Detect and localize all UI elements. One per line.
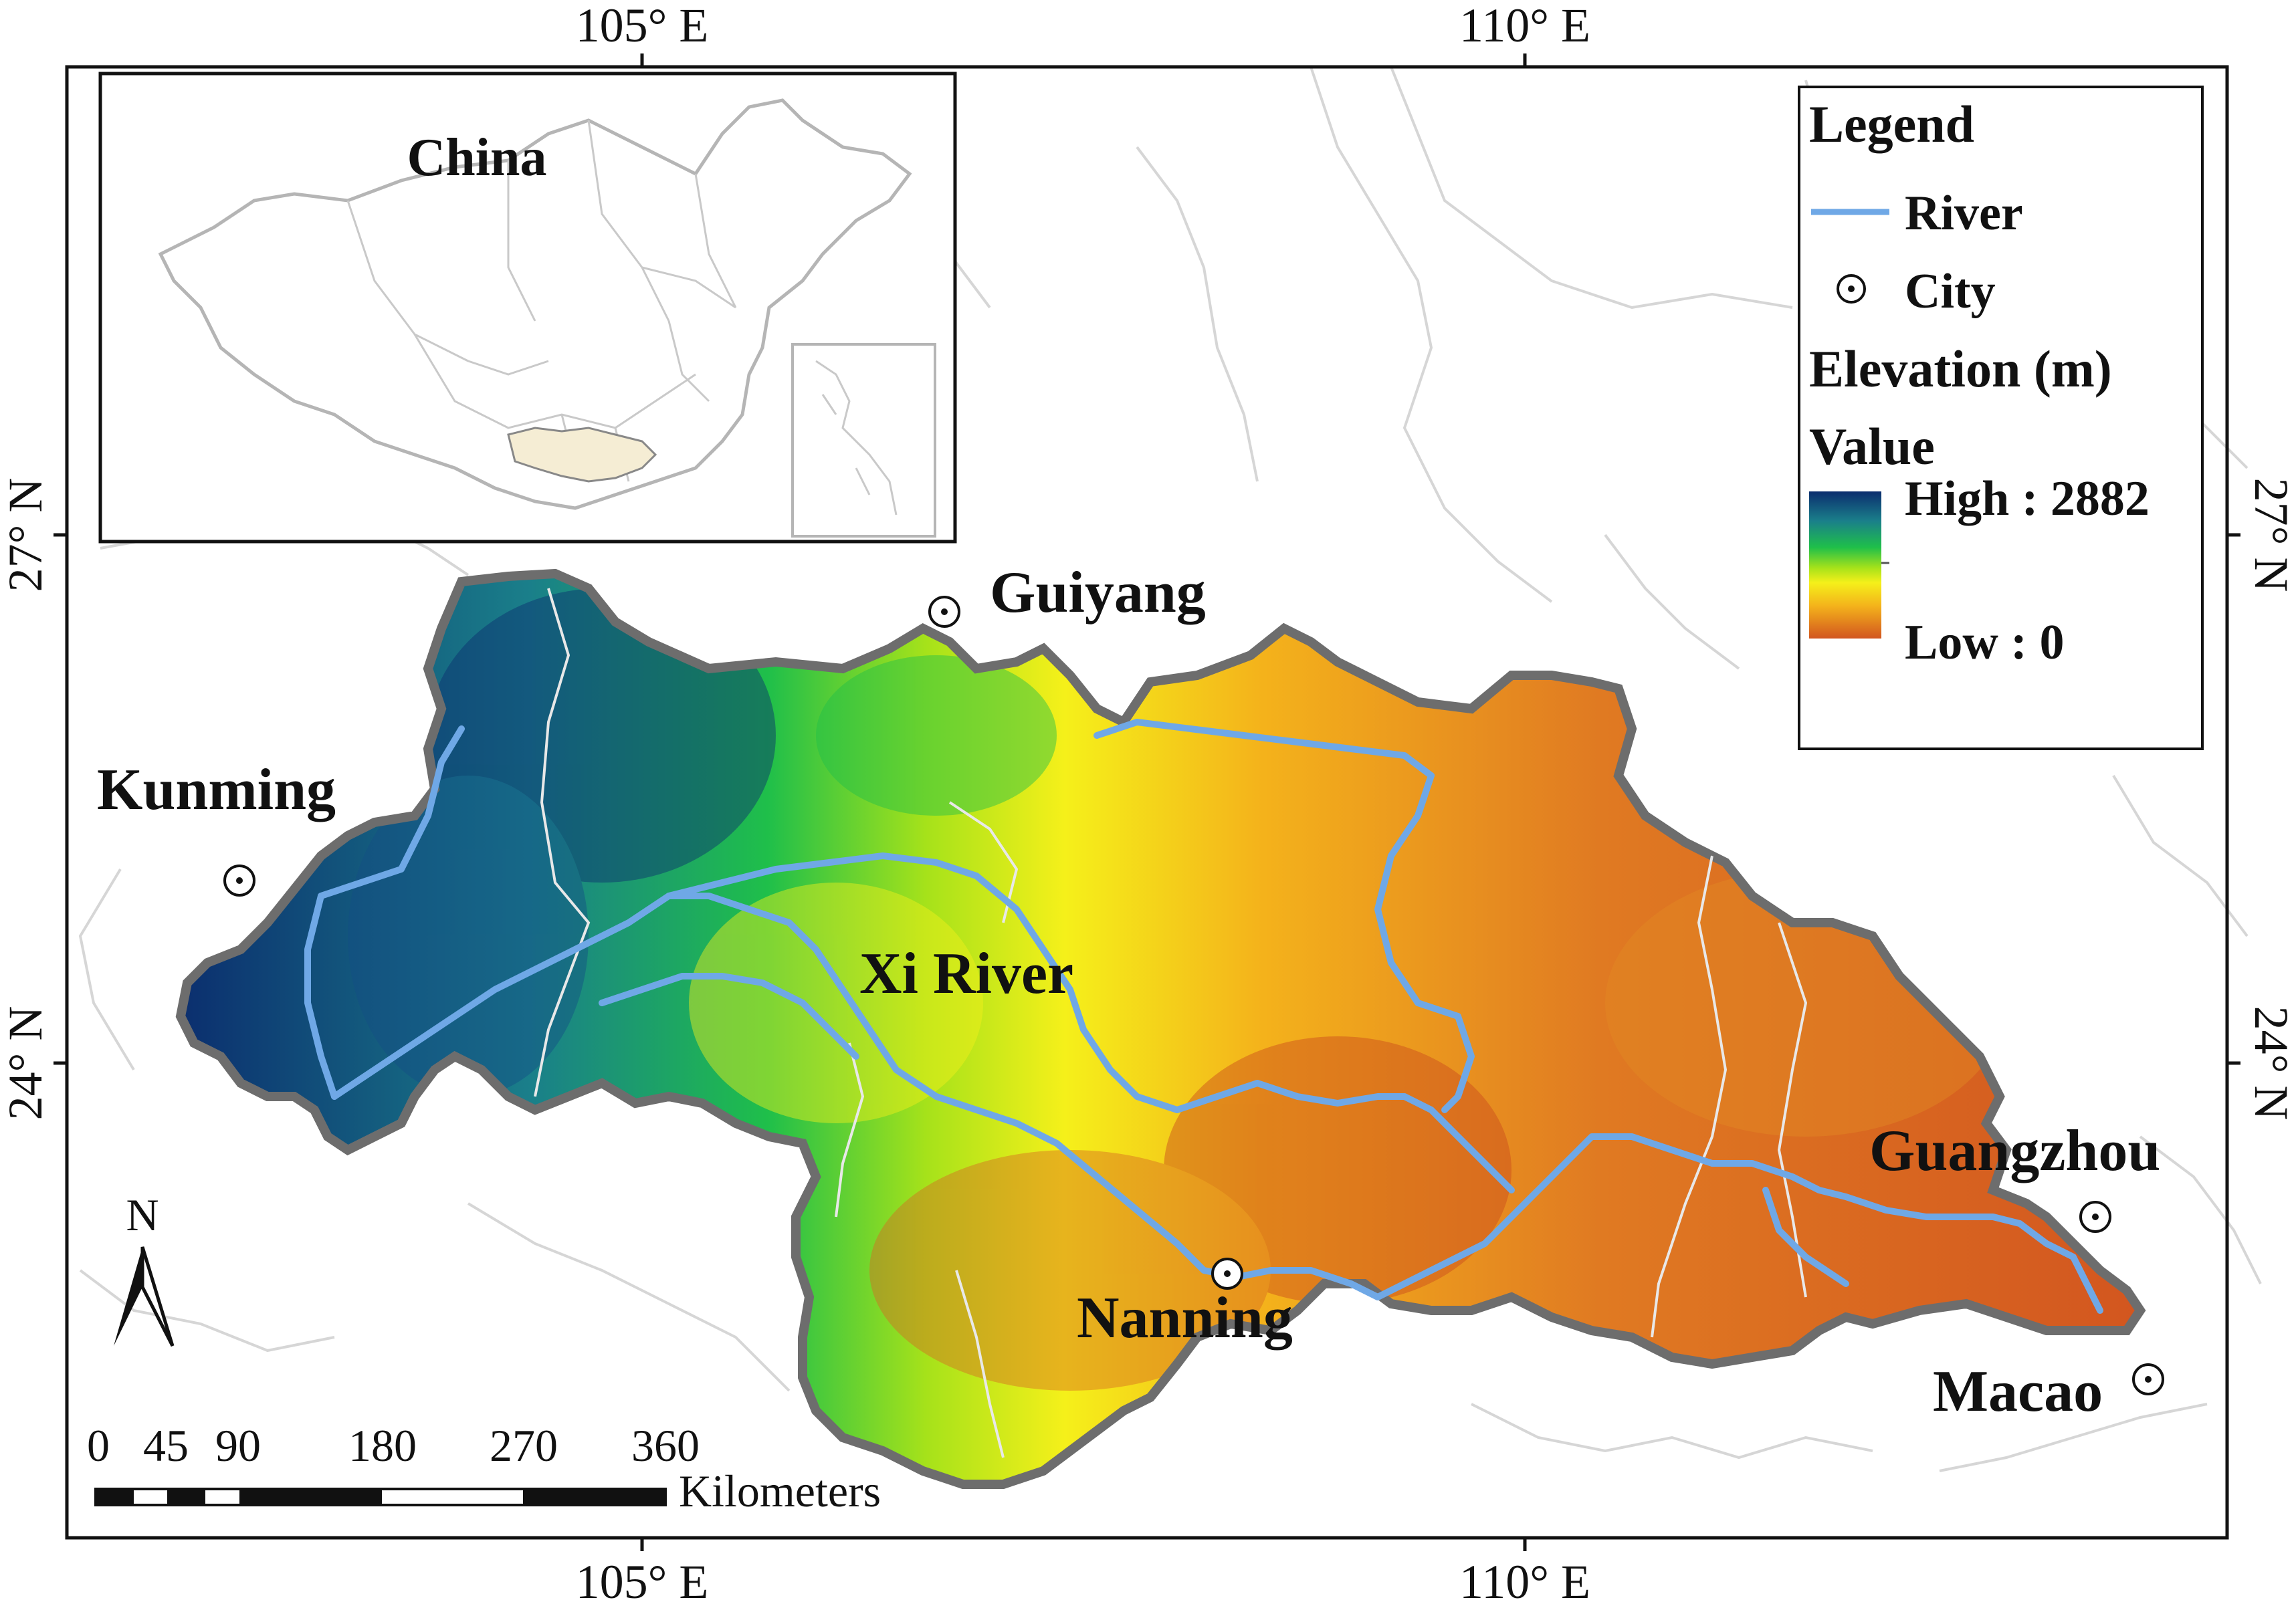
inset-title: China <box>407 128 547 187</box>
legend: Legend River City Elevation (m) Value Hi… <box>1798 86 2204 750</box>
lat-label-right-24: 24° N <box>2245 1006 2296 1121</box>
river-main <box>331 893 2103 1314</box>
scale-tick-0: 0 <box>87 1420 110 1471</box>
river-hongshui <box>665 852 1515 1193</box>
legend-title: Legend <box>1809 95 1974 153</box>
city-label-guangzhou: Guangzhou <box>1869 1119 2160 1183</box>
scale-tick-90: 90 <box>215 1420 261 1471</box>
scale-tick-45: 45 <box>143 1420 189 1471</box>
legend-elevation-title: Elevation (m) <box>1809 340 2112 398</box>
lat-label-right-27: 27° N <box>2245 478 2296 592</box>
city-guiyang: Guiyang <box>928 560 1206 628</box>
scale-bar: 0 45 90 180 270 360 Kilometers <box>87 1420 881 1516</box>
river-nanpan <box>304 725 465 1100</box>
legend-city-label: City <box>1905 264 1996 319</box>
river-network <box>304 719 2103 1314</box>
river-you <box>599 973 859 1060</box>
south-china-sea-inset <box>791 343 936 538</box>
legend-high-label: High : 2882 <box>1905 471 2150 526</box>
river-gui <box>1762 1187 1849 1287</box>
elevation-color-ramp <box>1809 491 1881 639</box>
scale-unit: Kilometers <box>679 1466 881 1516</box>
city-label-guiyang: Guiyang <box>990 560 1206 625</box>
city-guangzhou: Guangzhou <box>1869 1119 2160 1233</box>
scale-tick-270: 270 <box>490 1420 558 1471</box>
graticule-ticks <box>54 53 2240 1551</box>
scale-tick-180: 180 <box>348 1420 417 1471</box>
north-arrow-icon <box>114 1247 142 1346</box>
legend-river-label: River <box>1905 186 2023 241</box>
city-macao: Macao <box>1933 1359 2164 1424</box>
lon-label-bottom-110: 110° E <box>1459 1555 1590 1609</box>
china-outline <box>158 98 912 510</box>
legend-value-label: Value <box>1809 417 1935 475</box>
map-frame <box>65 65 2229 1540</box>
lat-label-left-24: 24° N <box>0 1006 52 1121</box>
lon-label-top-110: 110° E <box>1459 0 1590 52</box>
city-kunming: Kunming <box>97 758 336 897</box>
city-label-nanning: Nanning <box>1077 1286 1293 1351</box>
scale-tick-360: 360 <box>631 1420 700 1471</box>
lat-label-left-27: 27° N <box>0 478 52 592</box>
river-liu <box>1093 719 1475 1113</box>
north-arrow-label: N <box>126 1189 159 1240</box>
legend-low-label: Low : 0 <box>1905 615 2064 670</box>
city-label-kunming: Kunming <box>97 758 336 822</box>
lon-label-top-105: 105° E <box>576 0 709 52</box>
north-arrow: N <box>114 1189 175 1347</box>
basin-label: Xi River <box>859 941 1073 1006</box>
lon-label-bottom-105: 105° E <box>576 1555 709 1609</box>
city-label-macao: Macao <box>1933 1359 2103 1424</box>
china-inset: China <box>98 72 957 544</box>
city-nanning: Nanning <box>1077 1258 1293 1351</box>
xi-basin-inset <box>507 427 657 483</box>
